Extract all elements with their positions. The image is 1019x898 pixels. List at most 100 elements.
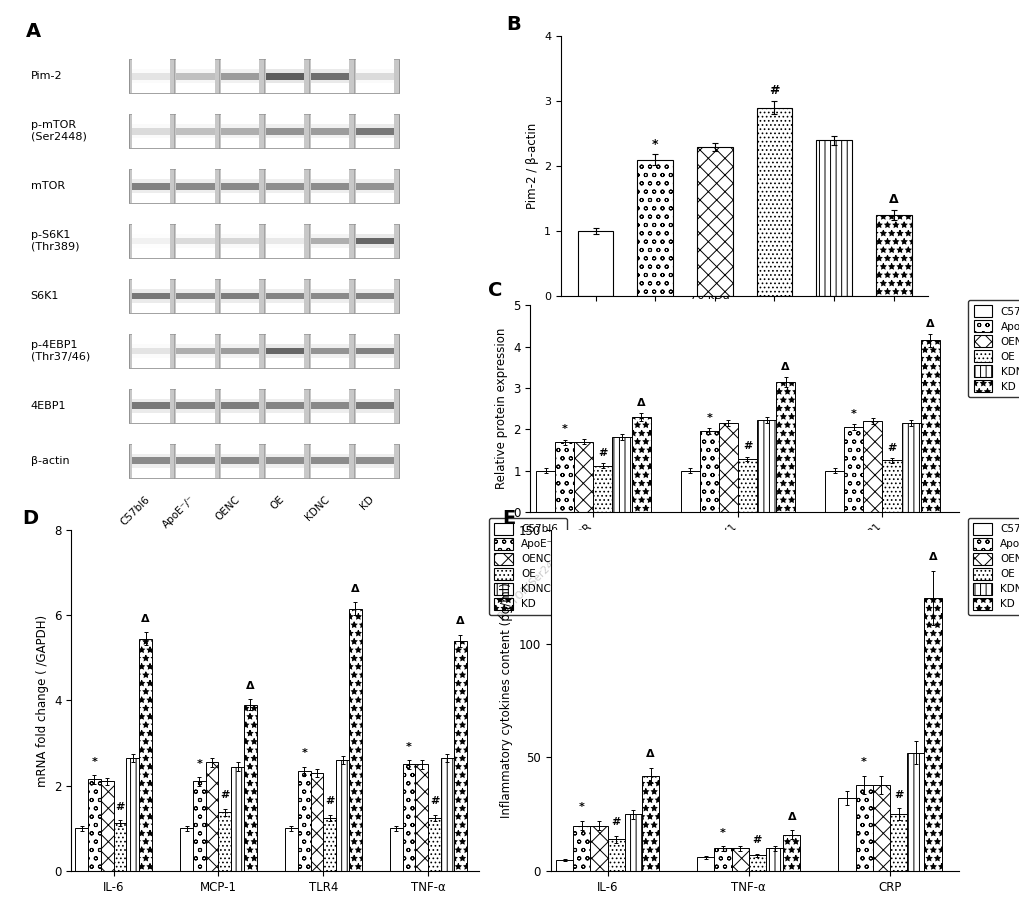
Bar [131,338,169,340]
Bar [131,186,169,189]
Bar [176,468,214,471]
Bar [311,69,348,73]
Bar [311,224,348,227]
Bar [311,334,348,338]
Bar [176,241,214,244]
Bar [131,293,169,296]
Bar [221,406,259,409]
Bar [221,417,259,419]
Text: E: E [501,509,515,528]
Bar [221,444,259,447]
Bar [718,423,737,512]
Bar [266,461,304,464]
Bar [775,382,795,512]
Bar [737,459,756,512]
Bar [920,340,938,512]
Bar [176,464,214,468]
Bar [131,255,169,259]
Bar [131,193,169,197]
Bar [311,200,348,203]
Bar [637,160,673,296]
Bar [176,355,214,357]
Bar [176,197,214,200]
Bar [131,344,169,348]
Text: KD: KD [359,494,376,512]
Bar [131,169,169,172]
Bar [356,447,393,451]
Bar [593,465,611,512]
Bar [356,69,393,73]
Bar [266,189,304,193]
Bar [266,114,304,118]
Bar [311,402,348,406]
Bar [266,419,304,423]
Bar [696,858,713,871]
Bar [266,224,304,227]
Bar [131,475,169,478]
Bar [176,169,214,172]
Bar [176,138,214,141]
Bar [311,303,348,306]
Bar [266,180,304,182]
Bar [311,142,348,145]
Bar [311,389,348,392]
Bar [176,299,214,303]
Text: p-S6K1
(Thr389): p-S6K1 (Thr389) [31,230,79,251]
Bar [756,108,792,296]
Bar [356,76,393,80]
Bar [783,834,800,871]
Bar [266,86,304,90]
Bar [221,90,259,93]
Bar [356,169,393,172]
Text: ~17 kDa: ~17 kDa [681,346,730,356]
Bar [176,231,214,234]
Bar [131,296,169,299]
Bar [221,80,259,83]
Bar [356,234,393,238]
Bar [573,825,590,871]
Bar [266,471,304,475]
Bar [131,402,169,406]
Bar [218,812,231,871]
Bar [311,251,348,255]
Bar [129,169,398,203]
Bar [311,180,348,182]
Bar [356,389,393,392]
Y-axis label: Pim-2 / β-actin: Pim-2 / β-actin [525,123,538,209]
Legend: C57bl6, ApoE⁻/⁻, OENC, OE, KDNC, KD: C57bl6, ApoE⁻/⁻, OENC, OE, KDNC, KD [967,518,1019,615]
Bar [221,121,259,124]
Bar [129,278,398,313]
Bar [176,73,214,76]
Bar [348,609,362,871]
Bar [221,114,259,118]
Bar [356,241,393,244]
Bar [221,238,259,241]
Bar [311,169,348,172]
Text: A: A [26,22,41,41]
Bar [221,255,259,259]
Bar [221,464,259,468]
Bar [311,241,348,244]
Bar [311,172,348,176]
Bar [221,419,259,423]
Bar [176,396,214,399]
Bar [221,231,259,234]
Bar [131,135,169,138]
Bar [206,762,218,871]
Bar [131,348,169,351]
Text: #: # [752,835,761,845]
Text: *: * [406,742,412,752]
Bar [266,417,304,419]
Bar [815,140,851,296]
Bar [101,781,113,871]
Bar [311,340,348,344]
Bar [356,348,393,351]
Bar [176,145,214,148]
Bar [311,454,348,457]
Bar [221,86,259,90]
Bar [176,80,214,83]
Bar [176,186,214,189]
Text: #: # [115,802,124,812]
Bar [176,399,214,402]
Bar [641,776,658,871]
